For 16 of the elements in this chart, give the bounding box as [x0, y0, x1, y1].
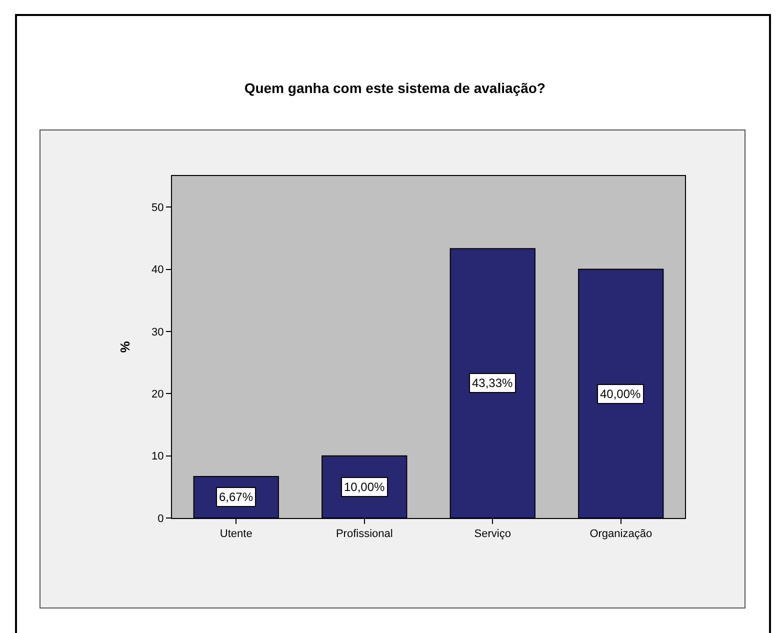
data-label: 10,00%	[344, 480, 386, 494]
x-tick-label: Utente	[220, 528, 252, 540]
x-tick-label: Serviço	[474, 528, 511, 540]
y-tick-label: 10	[152, 450, 164, 463]
y-tick-label: 20	[152, 388, 164, 400]
y-tick-label: 0	[158, 512, 164, 525]
y-tick-label: 40	[152, 264, 164, 276]
x-tick-label: Profissional	[336, 528, 393, 540]
x-tick-label: Organização	[590, 528, 652, 540]
data-label: 6,67%	[219, 490, 254, 504]
data-label: 43,33%	[472, 376, 514, 390]
y-axis-title: %	[118, 340, 132, 353]
y-tick-label: 30	[152, 326, 164, 338]
chart-title: Quem ganha com este sistema de avaliação?	[244, 80, 546, 96]
data-label: 40,00%	[600, 387, 642, 401]
y-tick-label: 50	[152, 202, 164, 214]
